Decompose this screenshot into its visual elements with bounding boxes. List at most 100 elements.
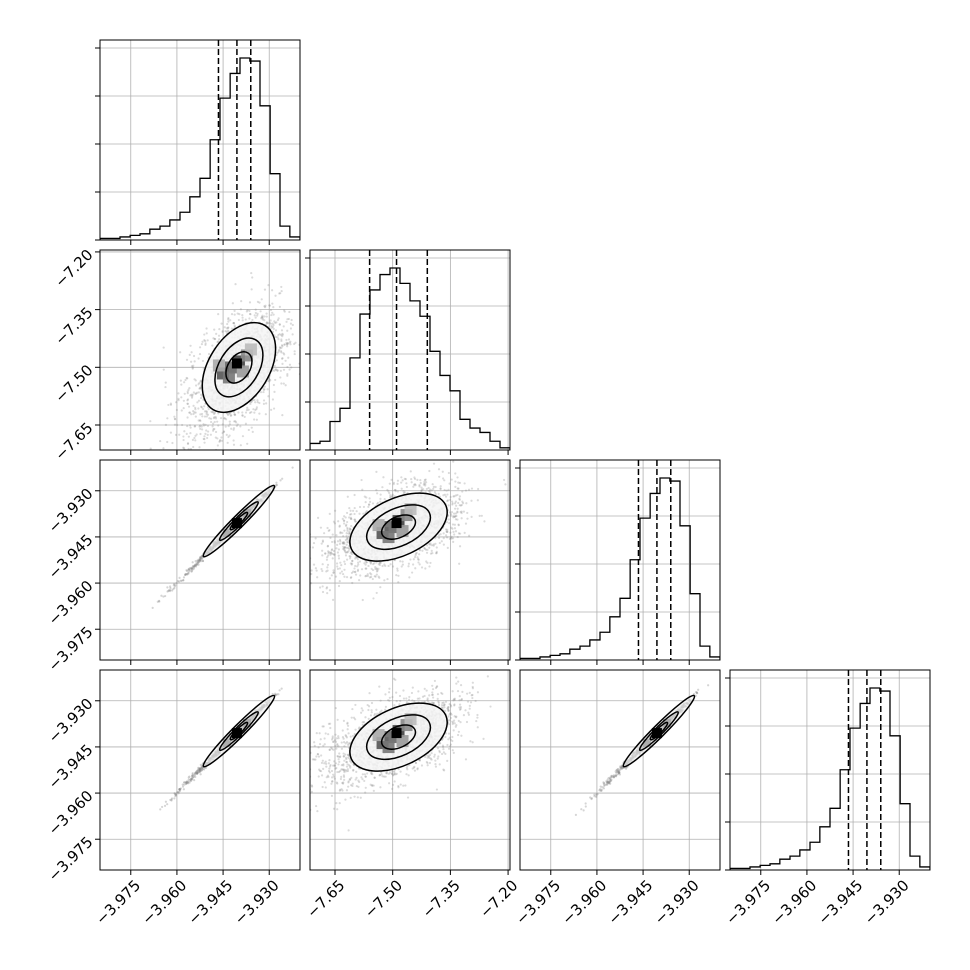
scatter-point bbox=[420, 566, 424, 569]
scatter-point bbox=[430, 549, 433, 552]
scatter-point bbox=[249, 402, 252, 406]
scatter-point bbox=[199, 419, 202, 422]
scatter-point bbox=[276, 336, 279, 339]
scatter-point bbox=[280, 339, 283, 343]
scatter-point bbox=[199, 396, 203, 400]
scatter-point bbox=[304, 334, 306, 336]
scatter-point bbox=[470, 487, 474, 490]
scatter-point bbox=[254, 401, 257, 404]
scatter-point bbox=[458, 497, 461, 500]
scatter-point bbox=[205, 415, 208, 418]
scatter-point bbox=[388, 491, 391, 495]
scatter-point bbox=[197, 558, 200, 561]
scatter-point bbox=[275, 483, 278, 487]
scatter-point bbox=[282, 368, 286, 371]
scatter-point bbox=[199, 413, 202, 416]
scatter-point bbox=[218, 440, 221, 443]
scatter-point bbox=[321, 539, 324, 542]
scatter-point bbox=[454, 485, 457, 489]
scatter-point bbox=[182, 579, 185, 582]
scatter-point bbox=[379, 561, 382, 564]
scatter-point bbox=[348, 530, 351, 533]
scatter-point bbox=[428, 546, 431, 549]
scatter-point bbox=[200, 343, 204, 346]
scatter-point bbox=[447, 518, 450, 521]
scatter-point bbox=[272, 306, 275, 309]
scatter-point bbox=[348, 513, 352, 516]
scatter-point bbox=[424, 484, 427, 487]
scatter-point bbox=[293, 576, 295, 578]
contour-line bbox=[214, 337, 264, 398]
scatter-point bbox=[182, 447, 186, 450]
scatter-point bbox=[415, 551, 418, 554]
scatter-point bbox=[263, 315, 266, 318]
scatter-point bbox=[427, 486, 430, 490]
scatter-point bbox=[431, 552, 434, 555]
scatter-point bbox=[179, 379, 182, 382]
scatter-point bbox=[291, 333, 294, 336]
scatter-point bbox=[233, 309, 236, 313]
scatter-point bbox=[286, 373, 289, 376]
scatter-point bbox=[156, 600, 159, 603]
scatter-point bbox=[356, 565, 359, 568]
scatter-point bbox=[190, 365, 194, 368]
scatter-point bbox=[179, 579, 182, 582]
scatter-point bbox=[393, 488, 397, 492]
scatter-point bbox=[387, 564, 390, 568]
scatter-point bbox=[189, 432, 192, 435]
scatter-point bbox=[166, 586, 169, 589]
scatter-point bbox=[349, 528, 352, 531]
scatter-point bbox=[274, 368, 277, 371]
scatter-point bbox=[466, 511, 469, 515]
scatter-point bbox=[256, 401, 259, 404]
scatter-point bbox=[191, 366, 194, 369]
scatter-point bbox=[267, 284, 270, 287]
scatter-point bbox=[364, 501, 367, 504]
scatter-point bbox=[193, 565, 196, 568]
density-peak bbox=[231, 358, 242, 369]
scatter-point bbox=[304, 582, 306, 584]
scatter-point bbox=[451, 503, 454, 506]
scatter-point bbox=[457, 501, 460, 505]
scatter-point bbox=[194, 379, 197, 382]
scatter-point bbox=[256, 314, 259, 317]
scatter-point bbox=[179, 351, 182, 354]
scatter-point bbox=[186, 442, 190, 445]
scatter-point bbox=[476, 487, 480, 491]
scatter-point bbox=[178, 433, 181, 436]
scatter-point bbox=[331, 557, 334, 560]
scatter-point bbox=[230, 414, 233, 417]
scatter-point bbox=[160, 594, 163, 597]
scatter-point bbox=[251, 430, 254, 433]
scatter-point bbox=[453, 495, 456, 498]
scatter-point bbox=[334, 575, 338, 578]
scatter-point bbox=[232, 411, 236, 414]
scatter-point bbox=[254, 408, 257, 412]
scatter-point bbox=[316, 576, 319, 579]
scatter-point bbox=[348, 555, 351, 558]
scatter-point bbox=[186, 392, 189, 395]
scatter-point bbox=[164, 381, 167, 384]
scatter-point bbox=[281, 334, 284, 338]
scatter-point bbox=[312, 563, 316, 566]
scatter-point bbox=[192, 566, 195, 569]
scatter-point bbox=[279, 376, 282, 379]
scatter-point bbox=[206, 339, 209, 342]
scatter-point bbox=[164, 594, 167, 598]
contour-line bbox=[201, 321, 277, 414]
scatter-point bbox=[338, 567, 341, 570]
scatter-point bbox=[256, 300, 260, 303]
scatter-point bbox=[187, 568, 191, 571]
scatter-point bbox=[157, 599, 161, 602]
scatter-point bbox=[291, 323, 294, 327]
scatter-point bbox=[233, 413, 236, 416]
scatter-point bbox=[262, 390, 265, 394]
ticks-2-0 bbox=[95, 490, 270, 665]
scatter-point bbox=[214, 451, 216, 453]
scatter-point bbox=[328, 577, 332, 580]
scatter-point bbox=[198, 768, 201, 771]
scatter-point bbox=[414, 552, 418, 555]
scatter-point bbox=[339, 572, 342, 575]
scatter-point bbox=[395, 574, 398, 577]
